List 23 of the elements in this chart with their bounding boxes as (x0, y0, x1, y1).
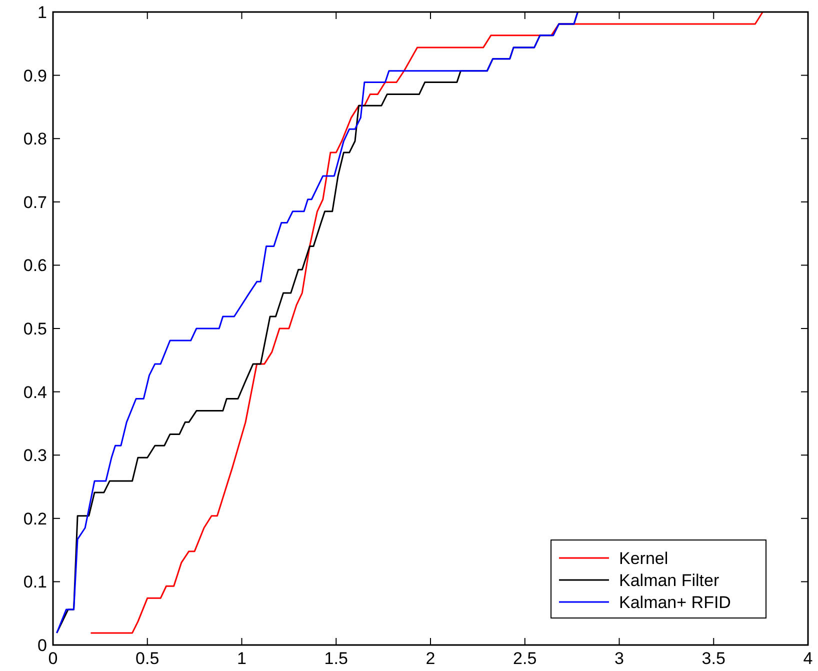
legend-label: Kalman Filter (619, 571, 720, 590)
x-tick-label: 4 (803, 649, 813, 668)
legend-label: Kalman+ RFID (619, 593, 731, 612)
x-tick-label: 3.5 (702, 649, 726, 668)
y-tick-label: 0 (38, 636, 47, 655)
legend-label: Kernel (619, 549, 668, 568)
y-tick-label: 1 (38, 3, 47, 22)
y-tick-label: 0.7 (23, 192, 47, 212)
x-tick-label: 2 (426, 649, 436, 668)
y-tick-label: 0.1 (23, 572, 47, 592)
y-tick-label: 0.3 (23, 446, 47, 466)
y-tick-label: 0.6 (23, 256, 47, 276)
x-tick-label: 3 (614, 649, 624, 668)
x-tick-label: 1 (237, 649, 246, 668)
x-tick-label: 2.5 (513, 649, 537, 668)
x-tick-label: 1.5 (324, 649, 348, 668)
y-tick-label: 0.5 (23, 320, 47, 338)
y-tick-label: 0.9 (23, 66, 47, 86)
y-tick-label: 0.8 (23, 130, 47, 149)
y-tick-label: 0.4 (23, 382, 47, 402)
y-tick-label: 0.2 (23, 509, 47, 528)
line-series (90, 11, 764, 634)
x-tick-label: 0.5 (136, 649, 160, 668)
